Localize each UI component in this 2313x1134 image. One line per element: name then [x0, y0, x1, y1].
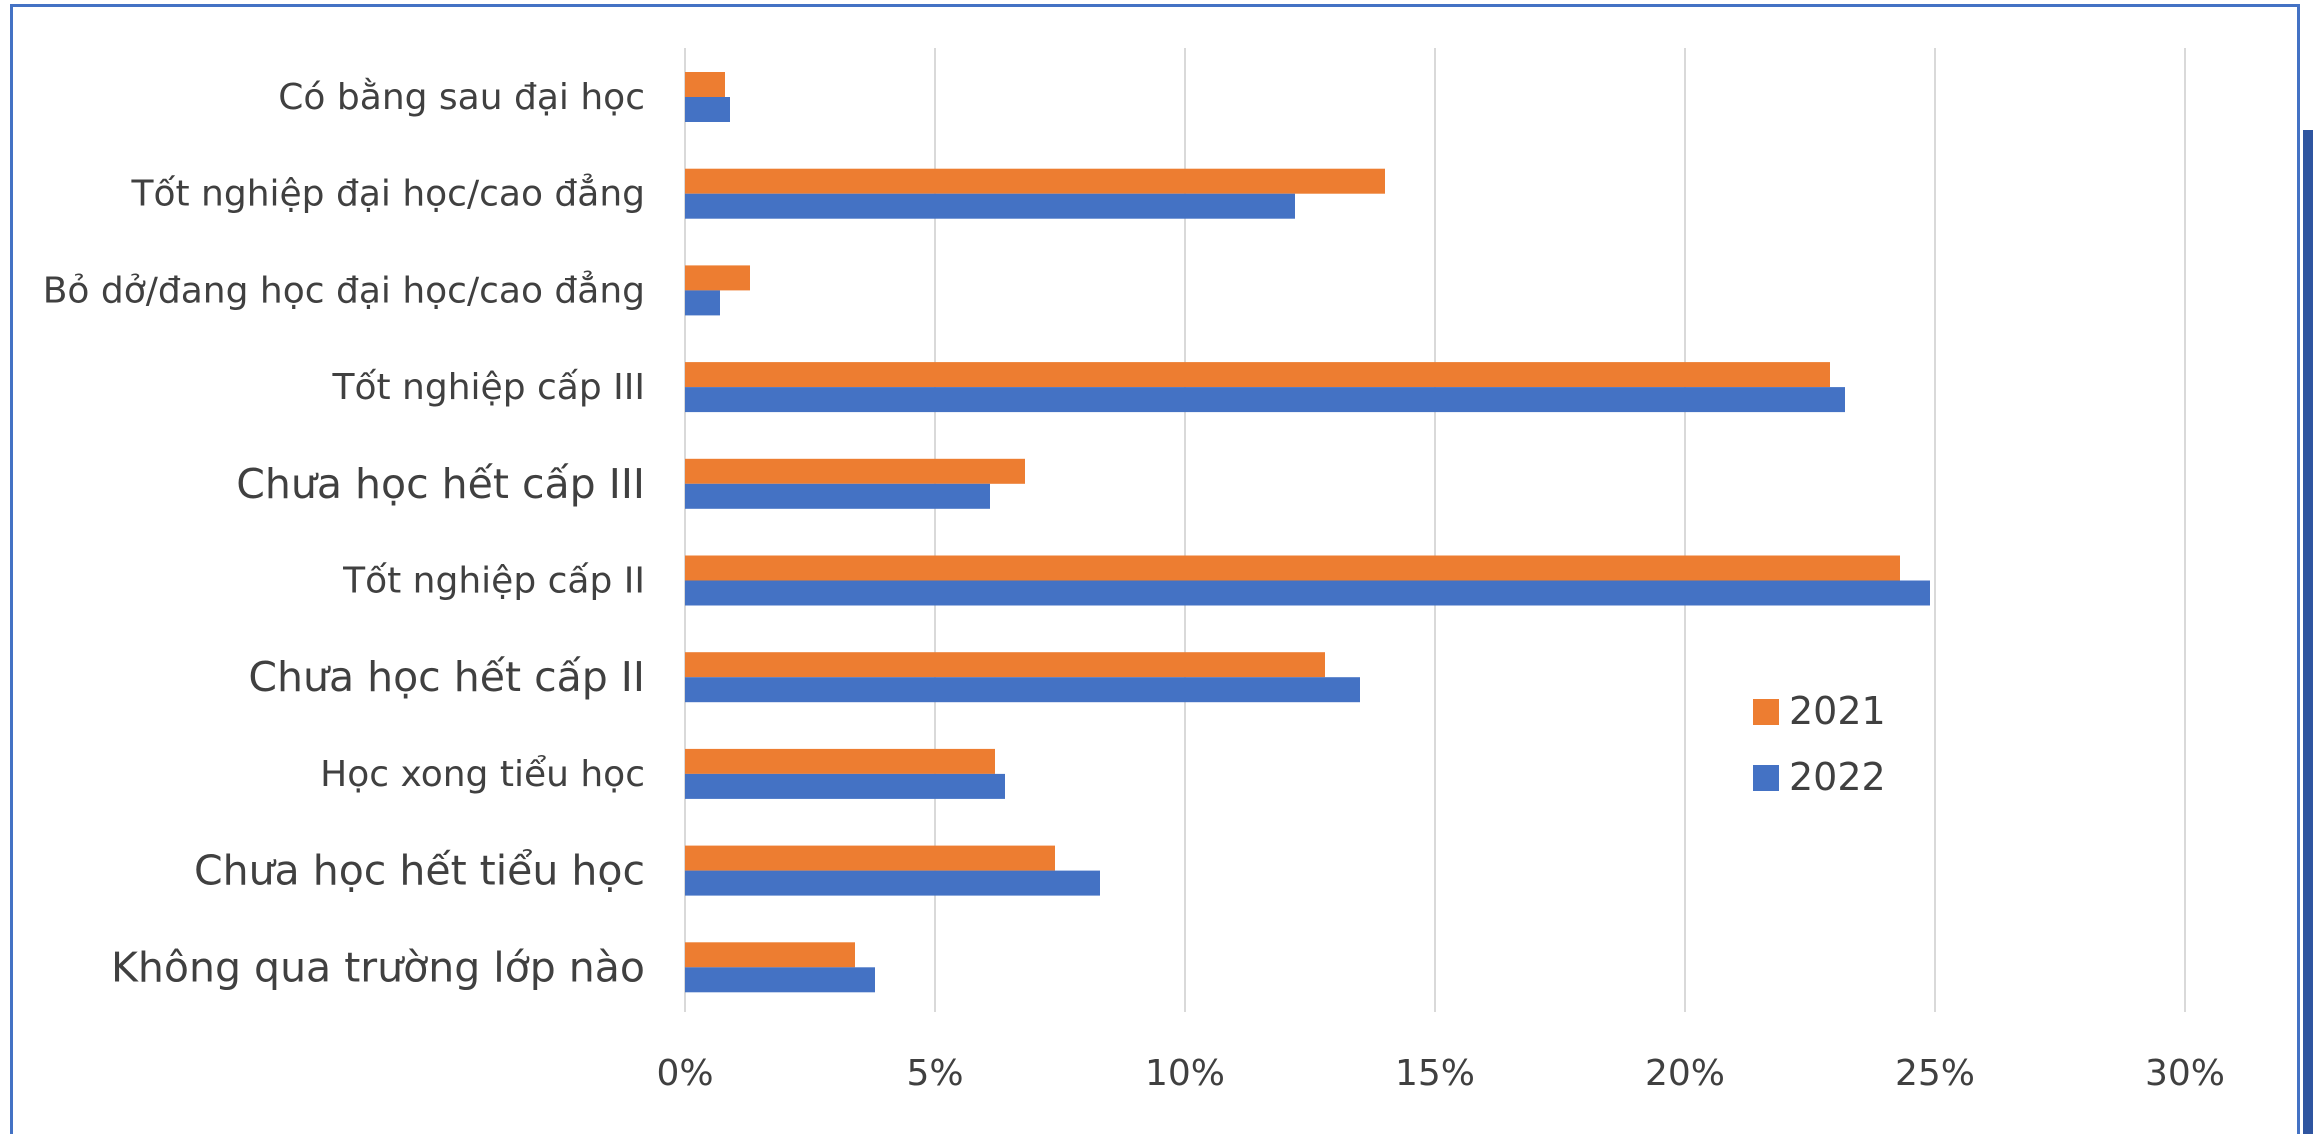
legend-label-2021: 2021 — [1789, 689, 1886, 733]
category-label: Học xong tiểu học — [320, 754, 645, 795]
bar-2021 — [685, 72, 725, 97]
bar-2022 — [685, 97, 730, 122]
x-tick-label: 15% — [1395, 1053, 1475, 1094]
category-label: Chưa học hết cấp III — [236, 460, 645, 508]
category-label: Tốt nghiệp đại học/cao đẳng — [130, 173, 645, 215]
category-label: Tốt nghiệp cấp II — [342, 561, 645, 602]
right-accent-bar — [2303, 130, 2313, 1134]
x-tick-label: 20% — [1645, 1053, 1725, 1094]
x-tick-labels: 0% 5% 10% 15% 20% 25% 30% — [656, 1053, 2225, 1094]
bar-2022 — [685, 483, 990, 509]
bar-2022 — [685, 870, 1100, 896]
category-label: Tốt nghiệp cấp III — [331, 367, 645, 408]
bar-2021 — [685, 942, 855, 968]
legend: 2021 2022 — [1753, 689, 1886, 799]
category-label: Không qua trường lớp nào — [111, 943, 645, 991]
bar-2021 — [685, 555, 1900, 581]
bars — [685, 72, 1930, 993]
bar-2022 — [685, 387, 1845, 413]
category-label: Bỏ dở/đang học đại học/cao đẳng — [43, 269, 645, 311]
category-labels: Không qua trường lớp nào Chưa học hết tiể… — [43, 77, 645, 991]
x-tick-label: 5% — [906, 1053, 963, 1094]
bar-2022 — [685, 580, 1930, 606]
bar-2022 — [685, 773, 1005, 799]
bar-2021 — [685, 458, 1025, 484]
category-label: Chưa học hết tiểu học — [194, 847, 645, 895]
x-tick-label: 10% — [1145, 1053, 1225, 1094]
bar-2021 — [685, 168, 1385, 194]
bar-2022 — [685, 967, 875, 993]
bar-2021 — [685, 265, 750, 291]
bar-2021 — [685, 652, 1325, 678]
legend-label-2022: 2022 — [1789, 755, 1886, 799]
bar-2022 — [685, 677, 1360, 703]
bar-2022 — [685, 290, 720, 316]
legend-swatch-2021 — [1753, 699, 1779, 725]
x-tick-label: 25% — [1895, 1053, 1975, 1094]
bar-2021 — [685, 845, 1055, 871]
category-label: Có bằng sau đại học — [278, 77, 645, 118]
legend-swatch-2022 — [1753, 765, 1779, 791]
bar-2021 — [685, 748, 995, 774]
bar-2021 — [685, 362, 1830, 388]
bar-2022 — [685, 193, 1295, 219]
x-tick-label: 0% — [656, 1053, 713, 1094]
x-tick-label: 30% — [2145, 1053, 2225, 1094]
category-label: Chưa học hết cấp II — [248, 653, 645, 701]
